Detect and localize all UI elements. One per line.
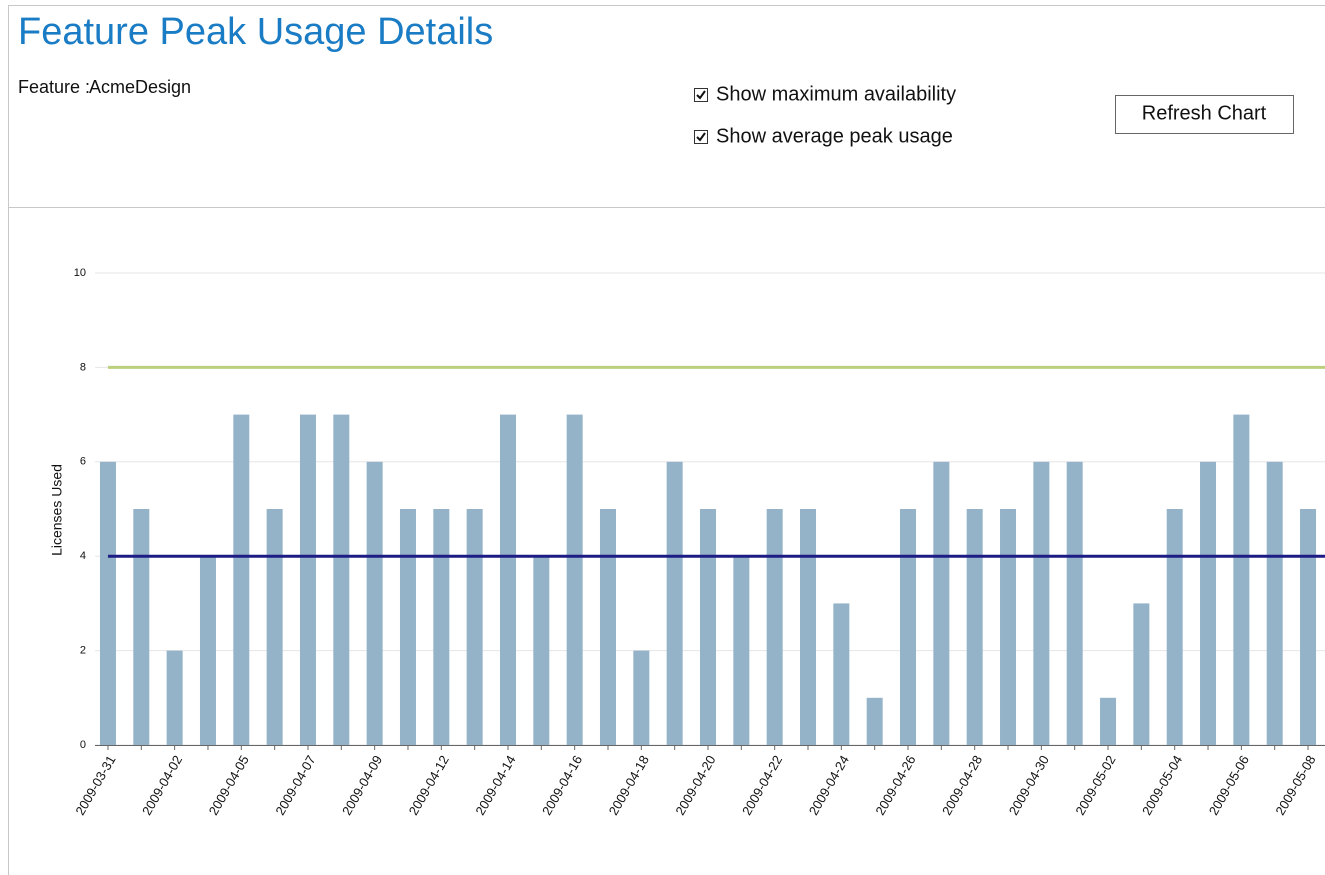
x-tick-label: 2009-04-14 [472,753,518,818]
feature-label: Feature : [18,77,90,97]
bar [1300,509,1317,745]
x-tick-label: 2009-05-02 [1072,753,1118,818]
bar [700,509,716,745]
x-tick-label: 2009-04-20 [672,753,718,818]
x-tick-label: 2009-04-16 [539,753,585,818]
bar [900,509,917,745]
checkbox-label[interactable]: Show maximum availability [716,83,956,105]
y-tick-label: 0 [80,739,86,751]
bar [1266,461,1283,745]
x-tick-label: 2009-04-18 [606,753,652,818]
bar [533,556,550,745]
x-tick-label: 2009-04-26 [872,753,918,818]
bar [233,414,250,745]
bar [1100,697,1117,745]
checkbox-label[interactable]: Show average peak usage [716,125,953,147]
checkbox-avg[interactable]: Show average peak usage [694,125,953,147]
bar [833,603,850,745]
x-tick-label: 2009-05-04 [1139,753,1185,818]
bar [333,414,350,745]
checkbox-max[interactable]: Show maximum availability [694,83,957,105]
button[interactable] [1115,95,1294,134]
x-tick-label: 2009-04-09 [339,753,385,818]
bar [1066,461,1083,745]
x-tick-label: 2009-04-07 [272,753,318,818]
bar [800,509,817,745]
bar [933,461,950,745]
bar [199,556,216,745]
y-tick-label: 6 [80,456,86,468]
plot: 0 2 4 6 8 10 2009-03-31 2009-04-02 2009-04-05 200… [72,267,1325,818]
bar [666,461,683,745]
x-tick-label: 2009-04-24 [806,753,852,818]
bar [866,697,883,745]
bar [566,414,583,745]
y-axis-label: Licenses Used [49,464,65,556]
bar [1233,414,1250,745]
button-label[interactable]: Refresh Chart [1142,102,1267,124]
x-tick-label: 2009-04-05 [206,753,252,818]
bar [1133,603,1150,745]
bar [133,509,150,745]
bar [766,509,783,745]
bar [599,509,616,745]
bar [466,509,483,745]
x-tick-label: 2009-05-08 [1272,753,1318,818]
bar [733,556,750,745]
x-tick-label: 2009-04-02 [139,753,185,818]
y-tick-label: 10 [74,267,86,279]
bar [99,461,116,745]
bar [1166,509,1183,745]
bar [266,509,283,745]
bar [1000,509,1017,745]
bar [299,414,316,745]
feature-value: AcmeDesign [89,77,191,97]
x-tick-label: 2009-05-06 [1206,753,1252,818]
page-title: Feature Peak Usage Details [18,11,493,53]
y-tick-label: 2 [80,645,86,657]
bar [1033,461,1050,745]
bar [1200,461,1217,745]
bar [966,509,983,745]
x-tick-label: 2009-04-12 [406,753,452,818]
check [696,132,706,142]
y-tick-label: 4 [80,550,86,562]
bar [399,509,416,745]
x-tick-label: 2009-04-22 [739,753,785,818]
refresh-button[interactable]: Refresh Chart [1115,95,1294,134]
bar [166,650,183,745]
y-tick-label: 8 [80,361,86,373]
x-tick-label: 2009-04-28 [939,753,985,818]
bar [499,414,516,745]
x-tick-label: 2009-04-30 [1006,753,1052,818]
bar [433,509,450,745]
bar [633,650,650,745]
bar [366,461,383,745]
check [696,90,706,100]
x-tick-label: 2009-03-31 [72,753,118,818]
